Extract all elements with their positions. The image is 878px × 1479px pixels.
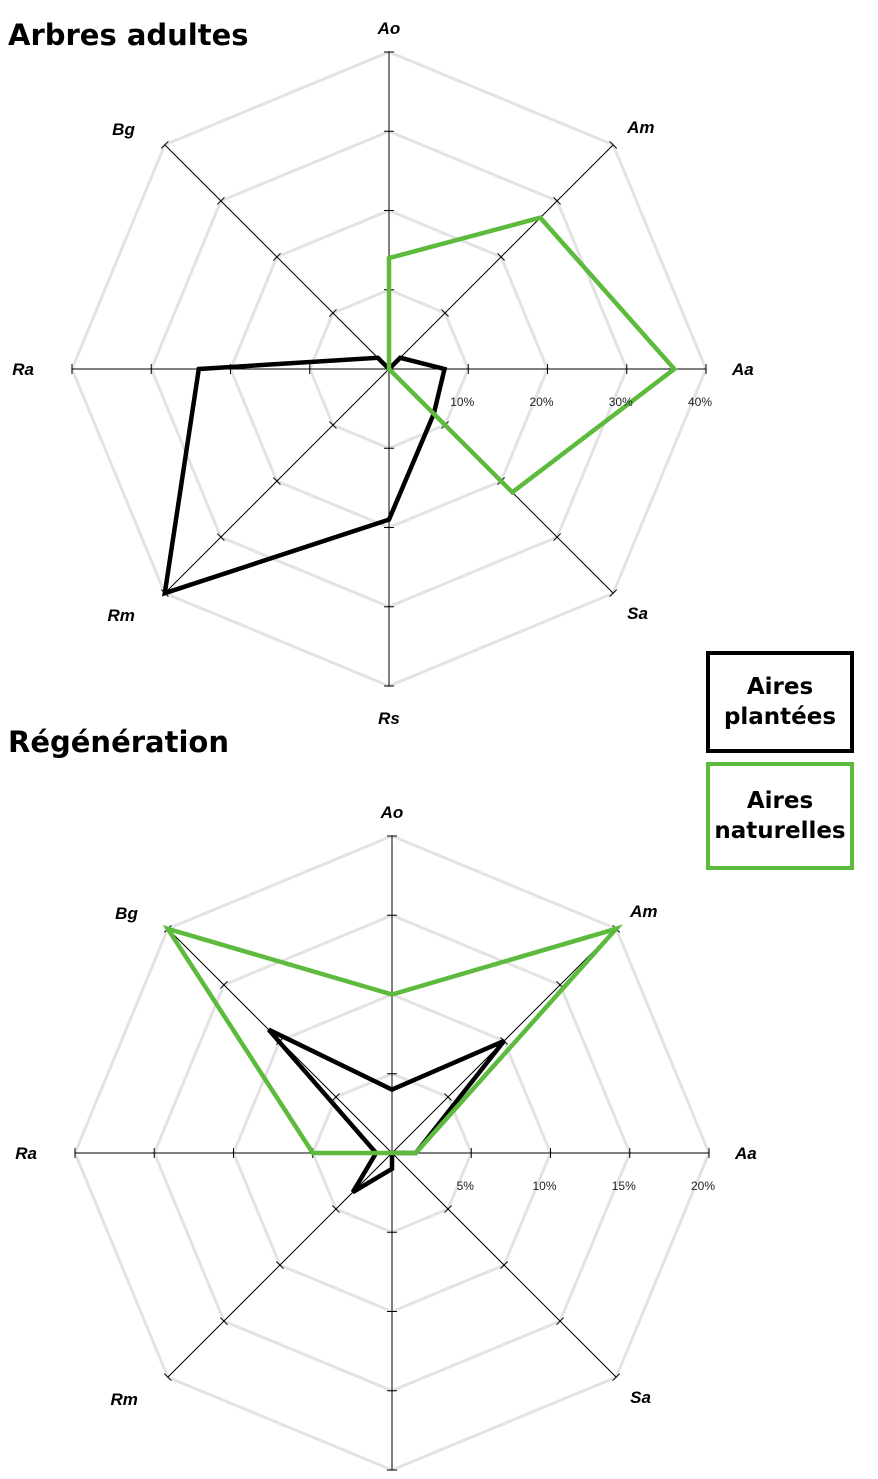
axis-tick-mark [216,533,225,542]
tick-label: 10% [450,395,474,409]
legend-label-natural-line2: naturelles [714,818,846,844]
series-natural [386,215,678,496]
adult-trees-radar-chart: Arbres adultes Ao Am Aa Sa Rs Rm Ra Bg 10% 20% 30% 4… [8,18,754,728]
tick-label: 5% [457,1179,475,1193]
axis-tick-mark [556,1317,565,1326]
legend-item-planted: Aires plantées [706,651,854,753]
axis-label-ao: Ao [380,803,404,822]
axis-label-sa: Sa [630,1388,651,1407]
axis-tick-mark [273,477,281,485]
tick-label: 20% [529,395,553,409]
axis-tick-mark [332,1093,340,1101]
axis-label-am: Am [629,902,657,921]
axis-tick-mark [609,589,618,598]
legend-item-natural: Aires naturelles [706,762,854,870]
axis-label-rs: Rs [378,709,400,728]
legend-label-planted-line2: plantées [723,704,837,730]
series-planted [267,1027,506,1195]
tick-label: 30% [609,395,633,409]
axis-tick-mark [160,140,169,149]
radar-axes [74,835,710,1471]
axis-tick-mark [329,309,337,317]
radar-axes [71,51,707,687]
axis-tick-mark [441,309,449,317]
chart-title: Arbres adultes [8,18,249,52]
axis-tick-mark [553,533,562,542]
axis-tick-mark [329,421,337,429]
axis-label-bg: Bg [115,904,138,923]
series-planted [162,355,448,597]
legend-label-planted-line1: Aires [746,674,814,700]
series-natural [162,924,624,1156]
regeneration-radar-chart: RégénérationAoAmAaSaRsRmRaBg5%10%15%20% [8,725,757,1472]
axis-tick-mark [276,1261,284,1269]
axis-tick-mark [219,1317,228,1326]
axis-label-bg: Bg [112,120,135,139]
axis-tick-mark [553,196,562,205]
axis-label-aa: Aa [731,360,754,379]
tick-label: 20% [691,1179,715,1193]
legend-label-natural-line1: Aires [746,788,814,814]
axis-tick-mark [444,1093,452,1101]
axis-tick-mark [609,140,618,149]
axis-tick-mark [216,196,225,205]
axis-label-am: Am [626,118,654,137]
tick-label: 15% [612,1179,636,1193]
axis-label-sa: Sa [627,604,648,623]
axis-label-ao: Ao [377,19,401,38]
axis-tick-mark [273,253,281,261]
axis-tick-mark [500,1261,508,1269]
axis-tick-mark [219,980,228,989]
axis-label-aa: Aa [734,1144,757,1163]
axis-label-rm: Rm [107,606,134,625]
axis-label-rm: Rm [110,1390,137,1409]
axis-tick-mark [332,1205,340,1213]
tick-label: 10% [532,1179,556,1193]
axis-tick-mark [612,1373,621,1382]
axis-tick-mark [497,253,505,261]
axis-tick-mark [444,1205,452,1213]
chart-title: Régénération [8,725,229,759]
axis-label-ra: Ra [12,360,34,379]
axis-tick-mark [163,1373,172,1382]
axis-label-ra: Ra [15,1144,37,1163]
tick-label: 40% [688,395,712,409]
